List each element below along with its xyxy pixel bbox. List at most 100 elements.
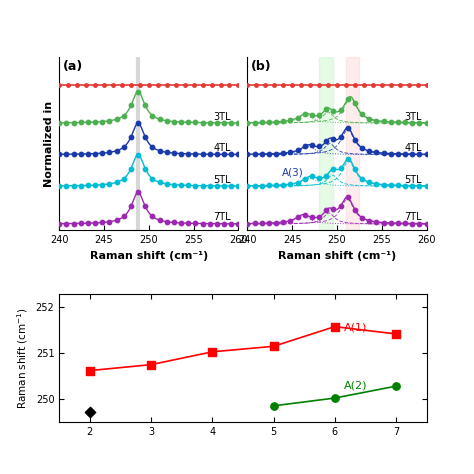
Point xyxy=(351,206,359,214)
Point xyxy=(63,150,70,158)
Point xyxy=(206,220,214,228)
Text: 4TL: 4TL xyxy=(404,143,422,153)
Point xyxy=(127,165,135,173)
Text: 4TL: 4TL xyxy=(213,143,231,153)
Point xyxy=(156,116,164,123)
Point xyxy=(235,119,242,127)
Point xyxy=(63,119,70,127)
Point xyxy=(127,133,135,141)
Point xyxy=(380,219,387,227)
Point xyxy=(270,343,277,350)
Point xyxy=(220,182,228,190)
Point xyxy=(228,119,235,127)
X-axis label: Raman shift (cm⁻¹): Raman shift (cm⁻¹) xyxy=(278,251,396,261)
Point xyxy=(99,149,106,157)
Point xyxy=(251,150,258,158)
Point xyxy=(423,119,430,127)
Point xyxy=(55,151,63,158)
Point xyxy=(351,99,359,107)
Point xyxy=(177,118,185,126)
Text: 5TL: 5TL xyxy=(404,174,422,184)
Point xyxy=(235,182,242,190)
Point xyxy=(280,181,287,189)
Text: 7TL: 7TL xyxy=(213,212,231,222)
Point xyxy=(184,150,192,158)
Point xyxy=(337,202,345,210)
Y-axis label: Normalized in: Normalized in xyxy=(44,100,54,187)
Point xyxy=(244,182,251,190)
Point xyxy=(235,151,242,158)
Point xyxy=(351,165,359,173)
Point xyxy=(409,150,416,158)
Point xyxy=(141,102,149,109)
Text: A(1): A(1) xyxy=(344,322,367,332)
Point xyxy=(358,214,366,221)
Point xyxy=(156,147,164,155)
Point xyxy=(258,219,265,227)
Point xyxy=(272,219,280,227)
Point xyxy=(287,148,294,156)
Point xyxy=(423,150,430,158)
Text: 7TL: 7TL xyxy=(404,212,422,222)
Point xyxy=(177,182,185,189)
Point xyxy=(258,150,265,158)
Point xyxy=(163,148,171,156)
Point xyxy=(344,124,352,131)
Point xyxy=(127,202,135,210)
Point xyxy=(77,219,84,227)
Point xyxy=(177,219,185,227)
Point xyxy=(394,118,402,126)
Point xyxy=(380,149,387,157)
Point xyxy=(308,111,316,119)
Point xyxy=(337,133,345,141)
Point xyxy=(127,102,135,109)
Point xyxy=(392,383,400,390)
Point xyxy=(294,146,301,154)
Point xyxy=(156,216,164,224)
Point xyxy=(191,182,199,189)
Point xyxy=(344,95,352,103)
Point xyxy=(315,111,323,119)
Point xyxy=(251,219,258,227)
Point xyxy=(337,164,345,172)
Point xyxy=(86,408,94,416)
Point xyxy=(315,213,323,220)
Point xyxy=(301,211,309,219)
Point xyxy=(373,180,380,188)
Point xyxy=(294,179,301,186)
Point xyxy=(213,182,221,190)
Point xyxy=(184,182,192,189)
Point xyxy=(213,119,221,127)
Point xyxy=(70,150,77,158)
Point xyxy=(77,118,84,126)
Text: A(2): A(2) xyxy=(344,381,367,391)
Bar xyxy=(319,57,333,230)
Point xyxy=(272,150,280,157)
Point xyxy=(134,88,142,95)
Bar xyxy=(346,57,359,230)
Point xyxy=(170,219,178,226)
Point xyxy=(228,151,235,158)
Point xyxy=(365,115,373,123)
Point xyxy=(265,182,273,189)
Point xyxy=(423,182,430,190)
Point xyxy=(184,118,192,126)
Point xyxy=(416,150,423,158)
Point xyxy=(149,143,156,151)
Point xyxy=(387,150,394,157)
Point xyxy=(120,213,128,220)
Text: 3TL: 3TL xyxy=(213,111,231,121)
Point xyxy=(329,206,337,213)
Point xyxy=(141,133,149,141)
Point xyxy=(258,182,265,190)
Y-axis label: Raman shift (cm$^{-1}$): Raman shift (cm$^{-1}$) xyxy=(15,307,30,409)
Point xyxy=(77,182,84,189)
Point xyxy=(106,117,113,125)
Point xyxy=(220,119,228,127)
Point xyxy=(387,181,394,189)
Point xyxy=(235,220,242,228)
Point xyxy=(394,182,402,189)
Point xyxy=(344,193,352,201)
Point xyxy=(70,119,77,127)
Point xyxy=(329,107,337,115)
